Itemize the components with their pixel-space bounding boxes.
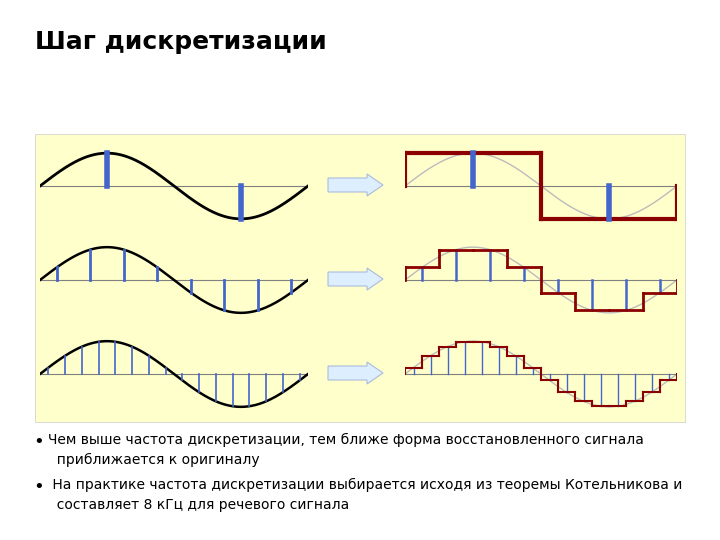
FancyArrow shape [328,268,383,290]
Text: На практике частота дискретизации выбирается исходя из теоремы Котельникова и
  : На практике частота дискретизации выбира… [48,478,683,511]
FancyArrow shape [328,174,383,196]
Text: Шаг дискретизации: Шаг дискретизации [35,30,327,54]
FancyArrow shape [328,362,383,384]
Text: •: • [33,433,44,451]
Text: •: • [33,478,44,496]
FancyBboxPatch shape [35,134,685,422]
Text: Чем выше частота дискретизации, тем ближе форма восстановленного сигнала
  прибл: Чем выше частота дискретизации, тем ближ… [48,433,644,467]
